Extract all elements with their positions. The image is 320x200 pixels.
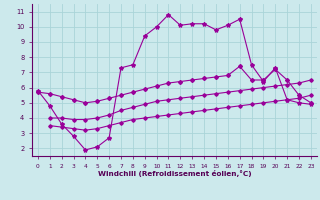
X-axis label: Windchill (Refroidissement éolien,°C): Windchill (Refroidissement éolien,°C): [98, 170, 251, 177]
